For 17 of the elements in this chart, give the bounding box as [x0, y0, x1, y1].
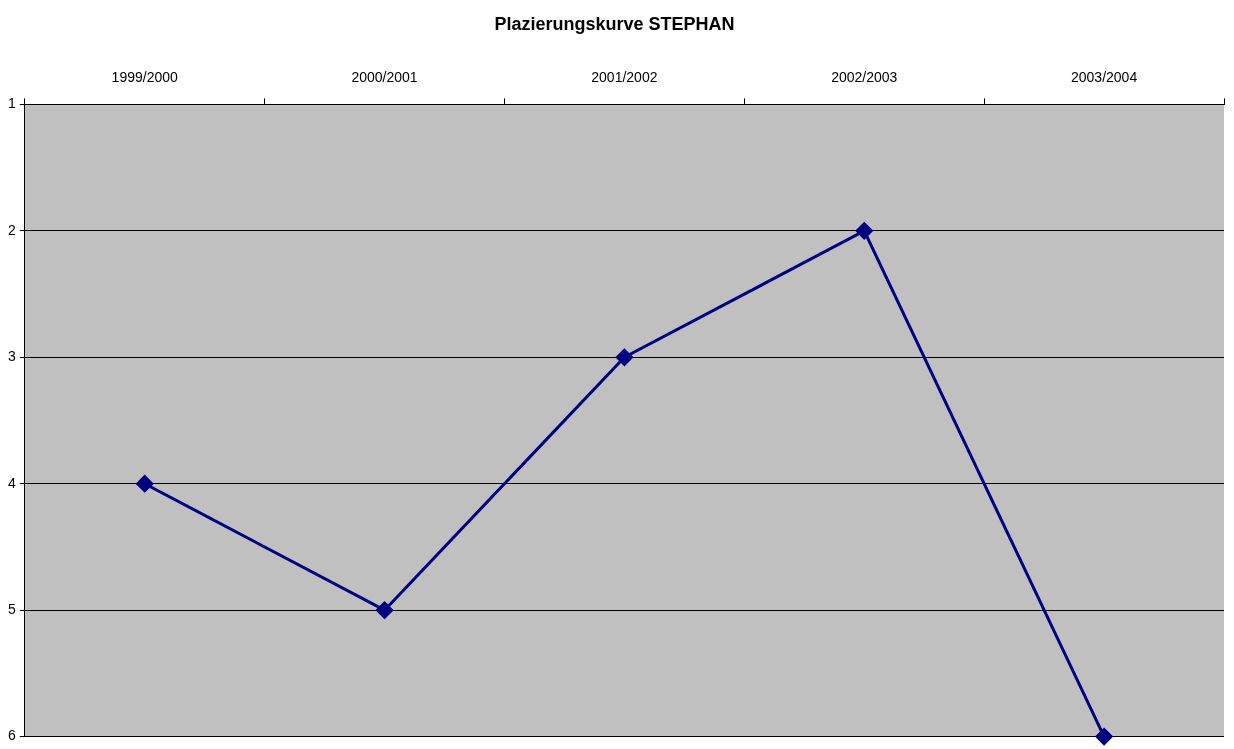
- y-tick-label: 1: [7, 95, 16, 112]
- y-tick-label: 2: [7, 221, 16, 238]
- x-tick-label: 2000/2001: [351, 68, 418, 85]
- point: [1095, 728, 1113, 746]
- y-tick-label: 4: [7, 474, 16, 491]
- x-tick-label: 2003/2004: [1070, 68, 1138, 85]
- x-tick-label: 2002/2003: [831, 68, 898, 85]
- chart-title: Plazierungskurve STEPHAN: [494, 13, 735, 34]
- point: [136, 475, 154, 493]
- point: [615, 348, 633, 366]
- y-tick-label: 5: [7, 601, 16, 618]
- point: [855, 222, 873, 240]
- x-tick-label: 2001/2002: [591, 68, 658, 85]
- y-tick-label: 3: [7, 348, 16, 365]
- point: [376, 601, 394, 619]
- x-tick-label: 1999/2000: [111, 68, 179, 85]
- y-tick-label: 6: [7, 727, 16, 744]
